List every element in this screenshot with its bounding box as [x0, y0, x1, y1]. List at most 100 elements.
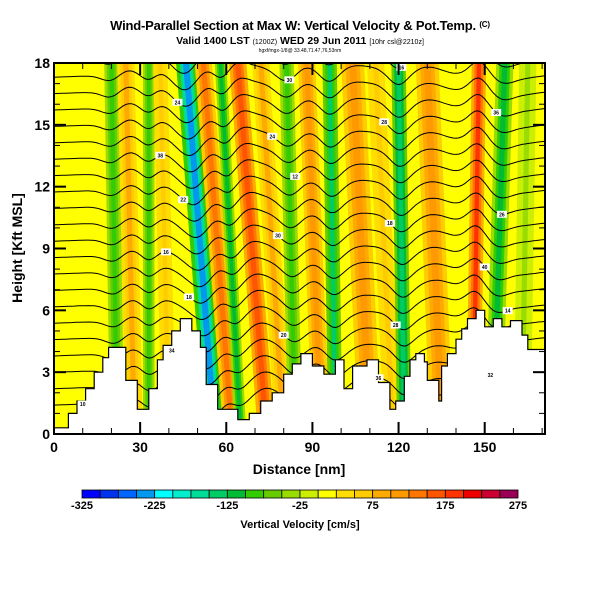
contour-label: 34: [166, 346, 177, 354]
contour-label-bg: [496, 210, 507, 218]
theta-contour-line: [54, 93, 545, 124]
chart-subtitle: Valid 1400 LST (1200Z) WED 29 Jun 2011 […: [0, 35, 600, 47]
velocity-band-12-level-3: [327, 63, 338, 434]
x-tick-label: 0: [50, 439, 58, 455]
theta-contour-line: [54, 306, 545, 337]
y-tick-label: 9: [42, 241, 50, 257]
contour-label-bg: [390, 321, 401, 329]
contour-label-text: 26: [499, 212, 505, 218]
x-tick-label: 120: [387, 439, 411, 455]
section-info: hgxf/mgx-1/8@ 33.48,71.47,76,53nm: [258, 48, 342, 54]
contour-label-bg: [290, 172, 301, 180]
theta-contour-line: [54, 257, 545, 288]
contour-label-bg: [183, 293, 194, 301]
contour-label-bg: [491, 109, 502, 117]
colorbar-segment: [154, 489, 174, 499]
velocity-band-3-level-3: [147, 63, 151, 434]
colorbar-segment: [190, 489, 210, 499]
contour-label-text: 14: [505, 309, 511, 315]
contour-label-text: 32: [488, 373, 494, 379]
contour-label-bg: [485, 371, 496, 379]
contour-label-bg: [160, 248, 171, 256]
contour-label: 20: [278, 331, 289, 339]
contour-label-bg: [178, 196, 189, 204]
y-tick-label: 6: [42, 302, 50, 318]
theta-contour-line: [54, 191, 545, 222]
x-tick-label: 60: [218, 439, 234, 455]
theta-contour-line: [54, 240, 545, 271]
contour-labels: 10 18 12 16 14 22 30 28 26 24 20 18 36 34 30 28 32 16 24 36…: [77, 63, 513, 408]
colorbar-segment: [208, 489, 228, 499]
theta-contour-line: [54, 289, 545, 320]
contour-label: 38: [155, 151, 166, 159]
contour-label-bg: [479, 263, 490, 271]
contour-label-text: 20: [281, 333, 287, 339]
contour-label: 18: [183, 293, 194, 301]
colorbar-segment: [136, 489, 156, 499]
colorbar-tick-label: 175: [436, 500, 454, 512]
theta-contour-line: [54, 175, 545, 206]
contour-label-bg: [373, 374, 384, 382]
colorbar-segment: [390, 489, 410, 499]
theta-contour-line: [54, 159, 545, 189]
contour-label-text: 12: [292, 174, 298, 180]
colorbar-segment: [81, 489, 101, 499]
contour-label-text: 40: [482, 265, 488, 271]
contour-label: 28: [390, 321, 401, 329]
run-info: [10hr csl@2210z]: [369, 39, 424, 46]
theta-contour-line: [54, 143, 545, 173]
colorbar-segment: [317, 489, 337, 499]
colorbar-segment: [463, 489, 483, 499]
theta-contour-line: [54, 126, 545, 157]
colorbar-segment: [444, 489, 464, 499]
velocity-band-14-level-3: [373, 63, 396, 434]
colorbar-label: Vertical Velocity [cm/s]: [240, 519, 360, 531]
chart-title: Wind-Parallel Section at Max W: Vertical…: [0, 18, 600, 33]
colorbar-segment: [263, 489, 283, 499]
contour-label-bg: [379, 118, 390, 126]
colorbar-segment: [354, 489, 374, 499]
contour-label-text: 36: [376, 376, 382, 382]
contour-label-text: 28: [381, 120, 387, 126]
contour-label-bg: [172, 98, 183, 106]
contour-label-text: 10: [80, 402, 86, 408]
contour-label: 18: [384, 219, 395, 227]
velocity-band-13-level-3: [349, 63, 374, 434]
colorbar-segment: [281, 489, 301, 499]
contour-label-bg: [155, 151, 166, 159]
colorbar-segment: [481, 489, 501, 499]
contour-label-text: 36: [493, 111, 499, 117]
contour-label-text: 38: [157, 153, 163, 159]
x-tick-label: 30: [132, 439, 148, 455]
colorbar-tick-labels: -325 -225 -125 -25 75 175 275: [71, 500, 527, 512]
y-tick-label: 3: [42, 364, 50, 380]
contour-label-text: 24: [175, 100, 181, 106]
contour-label-text: 34: [169, 348, 175, 354]
x-tick-label: 150: [473, 439, 497, 455]
contour-label-text: 18: [186, 295, 192, 301]
contour-label: 40: [479, 263, 490, 271]
colorbar-tick-label: -225: [144, 500, 166, 512]
colorbar-segment: [226, 489, 246, 499]
colorbar-segment: [172, 489, 192, 499]
copyright-mark: (C): [479, 20, 490, 29]
colorbar-segment: [499, 489, 519, 499]
theta-contour-line: [54, 224, 545, 255]
colorbar-segment: [99, 489, 119, 499]
velocity-band-7-level-3: [218, 63, 243, 434]
contour-label-text: 30: [287, 78, 293, 84]
theta-contour-line: [54, 63, 545, 91]
contour-label-text: 28: [393, 323, 399, 329]
contour-label-text: 18: [387, 221, 393, 227]
theta-contour-line: [54, 273, 545, 304]
contour-label-bg: [77, 400, 88, 408]
colorbar-segment: [426, 489, 446, 499]
theta-contour-line: [54, 110, 545, 140]
terrain: [54, 309, 545, 434]
contour-label: 24: [172, 98, 183, 106]
velocity-band-16-level-3: [423, 63, 446, 434]
contour-label-text: 22: [180, 198, 186, 204]
contour-label-bg: [272, 232, 283, 240]
colorbar-segment: [408, 489, 428, 499]
colorbar-segment: [117, 489, 137, 499]
